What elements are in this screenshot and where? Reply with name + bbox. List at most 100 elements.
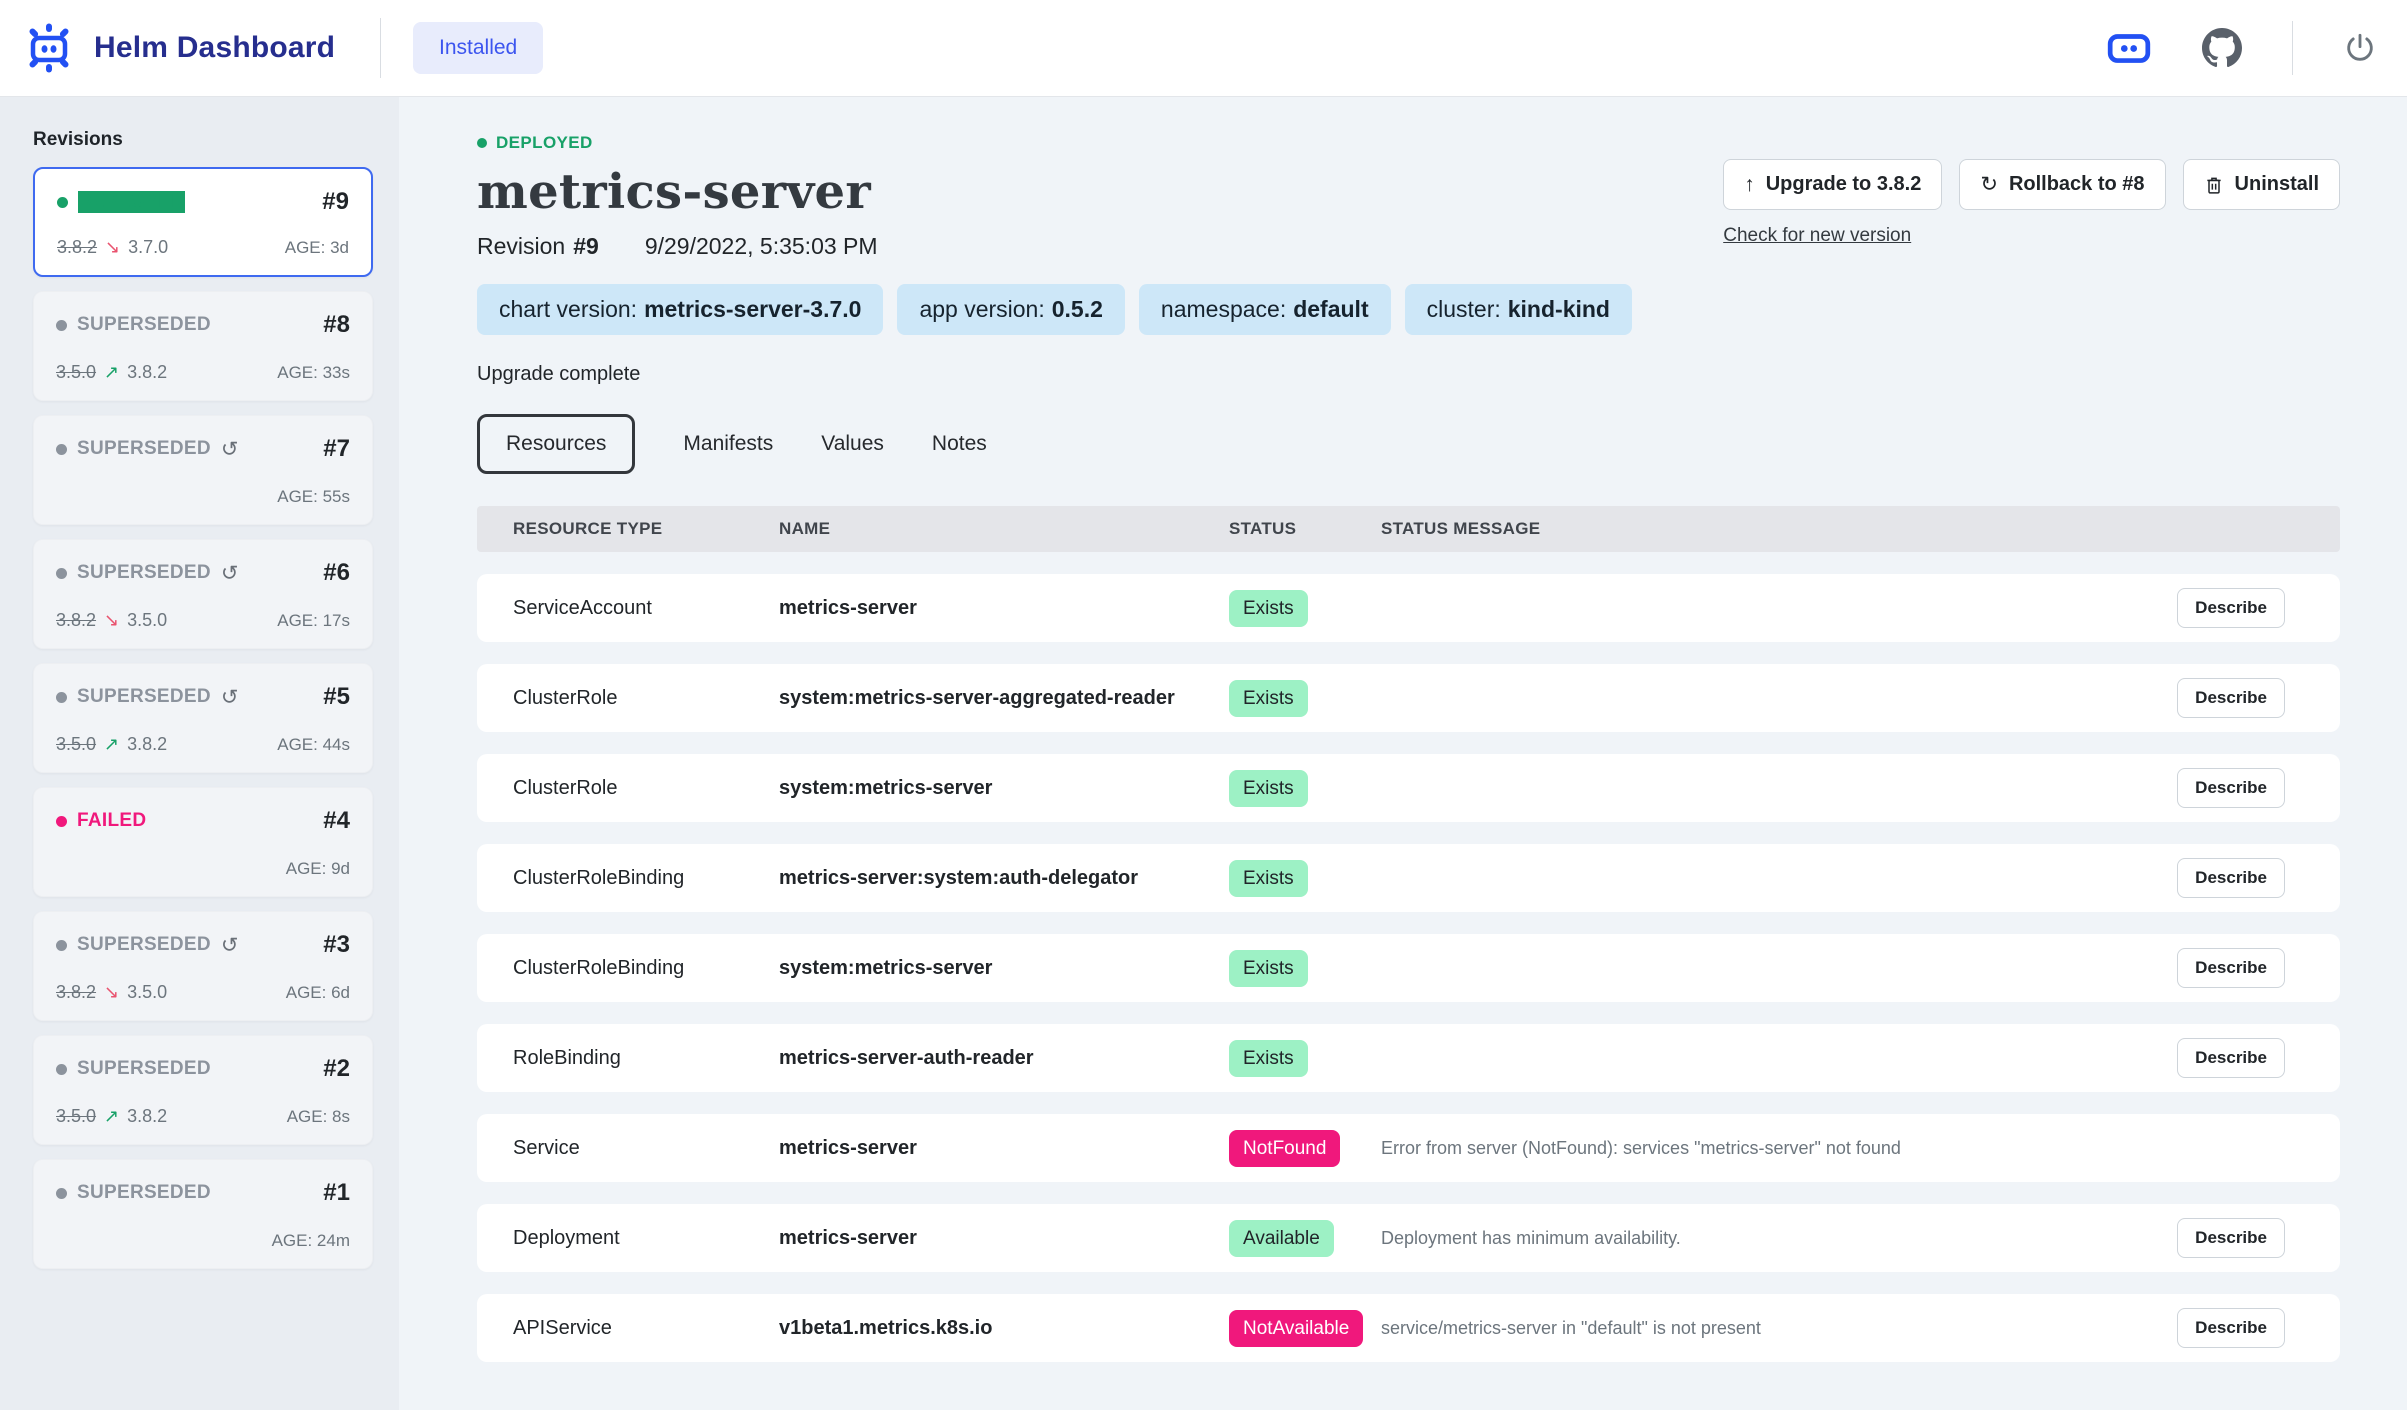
revision-status-label: FAILED (77, 810, 147, 831)
cluster-chip: cluster: kind-kind (1404, 284, 1632, 335)
check-new-version-link[interactable]: Check for new version (1723, 225, 1912, 246)
status-message: Error from server (NotFound): services "… (1381, 1137, 1901, 1158)
release-timestamp: 9/29/2022, 5:35:03 PM (644, 233, 878, 259)
chart-version-new: 3.5.0 (127, 982, 168, 1002)
uninstall-button[interactable]: Uninstall (2182, 159, 2340, 210)
tab-manifests[interactable]: Manifests (683, 432, 774, 455)
describe-button[interactable]: Describe (2177, 1308, 2285, 1348)
release-status-label: DEPLOYED (496, 133, 593, 152)
revision-card[interactable]: SUPERSEDED ↺ #6 3.8.2 ↘ 3.5.0 AGE: 17s (33, 539, 373, 649)
resource-type: Deployment (513, 1226, 620, 1249)
status-badge: Exists (1229, 859, 1308, 897)
rollback-button[interactable]: ↻ Rollback to #8 (1959, 159, 2166, 210)
helm-dashboard-logo[interactable]: Helm Dashboard (20, 19, 380, 77)
col-resource-type: RESOURCE TYPE (513, 519, 663, 538)
revision-card[interactable]: SUPERSEDED ↺ #7 AGE: 55s (33, 415, 373, 525)
revision-status-dot-icon (56, 815, 67, 827)
resources-table: RESOURCE TYPE NAME STATUS STATUS MESSAGE… (477, 506, 2340, 1362)
revision-status-label: SUPERSEDED (77, 1182, 211, 1203)
version-change-arrow-icon: ↗ (104, 1106, 120, 1126)
revision-card[interactable]: SUPERSEDED #8 3.5.0 ↗ 3.8.2 AGE: 33s (33, 291, 373, 401)
revision-number: #6 (323, 559, 350, 586)
resource-name: system:metrics-server-aggregated-reader (779, 686, 1175, 709)
upgrade-arrow-icon: ↑ (1744, 173, 1755, 196)
chart-version-old: 3.5.0 (56, 362, 97, 382)
revision-version-change: 3.5.0 ↗ 3.8.2 (56, 734, 167, 755)
revisions-heading: Revisions (33, 129, 123, 150)
table-row: ClusterRoleBinding metrics-server:system… (477, 844, 2340, 912)
detail-tabs: Resources Manifests Values Notes (477, 414, 2340, 474)
revision-status-dot-icon (56, 1187, 67, 1199)
revision-status-dot-icon (56, 443, 67, 455)
describe-button[interactable]: Describe (2177, 858, 2285, 898)
revision-card[interactable]: FAILED #4 AGE: 9d (33, 787, 373, 897)
trash-icon (2204, 174, 2224, 196)
describe-button[interactable]: Describe (2177, 1038, 2285, 1078)
describe-button[interactable]: Describe (2177, 678, 2285, 718)
upgrade-button[interactable]: ↑ Upgrade to 3.8.2 (1723, 159, 1943, 210)
describe-button[interactable]: Describe (2177, 768, 2285, 808)
revision-status-dot-icon (56, 1063, 67, 1075)
revision-card[interactable]: SUPERSEDED #2 3.5.0 ↗ 3.8.2 AGE: 8s (33, 1035, 373, 1145)
table-row: ClusterRole system:metrics-server Exists… (477, 754, 2340, 822)
table-row: ServiceAccount metrics-server Exists Des… (477, 574, 2340, 642)
resource-name: metrics-server (779, 1226, 917, 1249)
tab-values[interactable]: Values (821, 432, 884, 455)
version-change-arrow-icon: ↗ (104, 362, 120, 382)
revision-age: AGE: 9d (285, 859, 350, 878)
table-row: Service metrics-server NotFound Error fr… (477, 1114, 2340, 1182)
resource-name: v1beta1.metrics.k8s.io (779, 1316, 993, 1339)
app-title: Helm Dashboard (94, 31, 336, 64)
chart-version-new: 3.8.2 (127, 362, 168, 382)
resource-name: metrics-server (779, 1136, 917, 1159)
tab-installed[interactable]: Installed (413, 22, 544, 74)
revisions-list: DEPLOYED #9 3.8.2 ↘ 3.7.0 AGE: 3d SUPERS… (33, 167, 373, 1269)
tab-notes[interactable]: Notes (931, 432, 987, 455)
status-badge: Available (1229, 1219, 1334, 1257)
table-header: RESOURCE TYPE NAME STATUS STATUS MESSAGE (477, 506, 2340, 552)
revision-version-change: 3.5.0 ↗ 3.8.2 (56, 362, 167, 383)
revision-number: #5 (323, 683, 350, 710)
github-icon[interactable] (2202, 28, 2242, 68)
revision-status-label: SUPERSEDED (77, 1058, 211, 1079)
revision-label: Revision #9 (477, 233, 599, 259)
revision-card[interactable]: SUPERSEDED ↺ #5 3.5.0 ↗ 3.8.2 AGE: 44s (33, 663, 373, 773)
version-change-arrow-icon: ↘ (104, 610, 120, 630)
table-row: Deployment metrics-server Available Depl… (477, 1204, 2340, 1272)
resource-type: ClusterRoleBinding (513, 956, 685, 979)
describe-button[interactable]: Describe (2177, 948, 2285, 988)
revision-card[interactable]: SUPERSEDED #1 AGE: 24m (33, 1159, 373, 1269)
robot-logo-icon (29, 23, 69, 73)
reconfigure-icon: ↺ (220, 933, 239, 957)
revision-card[interactable]: SUPERSEDED ↺ #3 3.8.2 ↘ 3.5.0 AGE: 6d (33, 911, 373, 1021)
api-robot-icon[interactable] (2106, 30, 2152, 66)
resource-name: metrics-server (779, 596, 917, 619)
status-badge: Exists (1229, 679, 1308, 717)
revision-card[interactable]: DEPLOYED #9 3.8.2 ↘ 3.7.0 AGE: 3d (33, 167, 373, 277)
revision-number: #3 (323, 931, 350, 958)
status-message: service/metrics-server in "default" is n… (1381, 1317, 1761, 1338)
describe-button[interactable]: Describe (2177, 588, 2285, 628)
release-name: metrics-server (477, 164, 871, 220)
chart-version-new: 3.7.0 (128, 237, 169, 257)
chart-version-old: 3.5.0 (56, 734, 97, 754)
revision-number: #7 (323, 435, 350, 462)
resource-name: system:metrics-server (779, 956, 993, 979)
chart-version-old: 3.8.2 (56, 982, 97, 1002)
revision-version-change: 3.8.2 ↘ 3.7.0 (57, 237, 168, 258)
revision-number: #4 (323, 807, 350, 834)
tab-resources[interactable]: Resources (477, 414, 636, 474)
rollback-icon: ↻ (1980, 173, 1998, 196)
version-change-arrow-icon: ↘ (105, 237, 121, 257)
revision-age: AGE: 3d (284, 237, 349, 257)
status-dot-icon (477, 138, 487, 148)
describe-button[interactable]: Describe (2177, 1218, 2285, 1258)
namespace-chip: namespace: default (1138, 284, 1391, 335)
reconfigure-icon: ↺ (220, 437, 239, 461)
revision-number: #9 (322, 188, 349, 215)
power-icon[interactable] (2343, 31, 2377, 65)
status-badge: Exists (1229, 769, 1308, 807)
revision-status-dot-icon (56, 567, 67, 579)
table-row: ClusterRoleBinding system:metrics-server… (477, 934, 2340, 1002)
col-status-message: STATUS MESSAGE (1381, 519, 1541, 538)
